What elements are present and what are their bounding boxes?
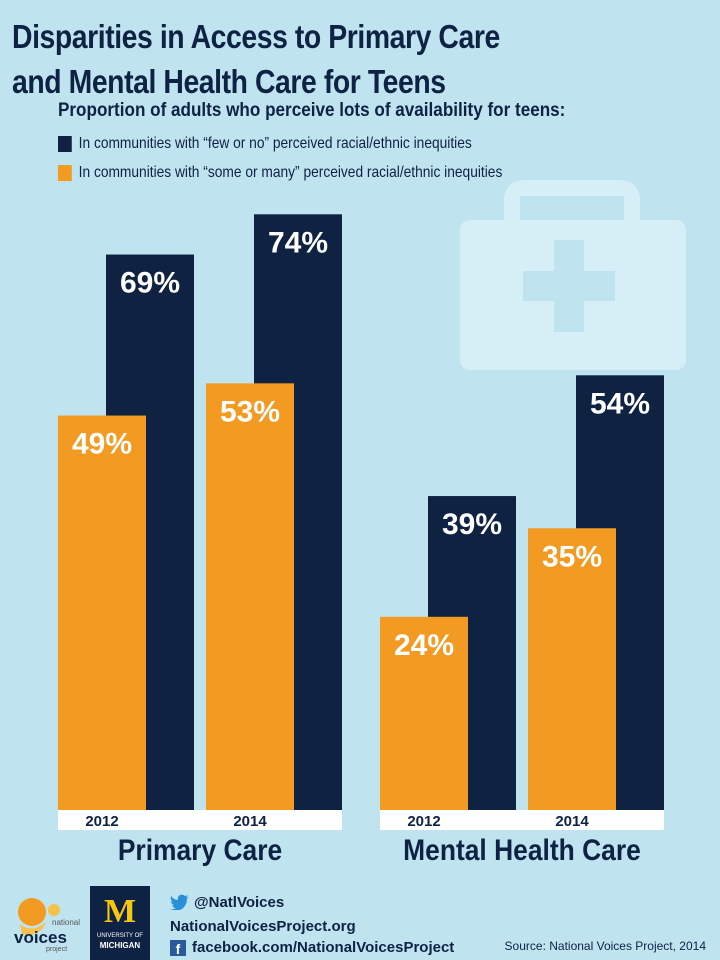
bar-mental-2014-some	[528, 528, 616, 810]
footer: national voices project M UNIVERSITY OF …	[0, 880, 720, 960]
legend-item-some: In communities with “some or many” perce…	[58, 163, 502, 183]
facebook-url: facebook.com/NationalVoicesProject	[192, 939, 455, 956]
chart-subtitle: Proportion of adults who perceive lots o…	[58, 100, 566, 121]
bar-mental-2012-some	[380, 616, 468, 810]
kit-cross-horizontal	[523, 271, 615, 301]
first-aid-kit-icon	[460, 180, 686, 370]
facebook-icon: f	[170, 940, 186, 957]
national-voices-logo-icon	[18, 898, 60, 935]
tick-label-primary-2014: 2014	[233, 813, 267, 830]
legend-label-few: In communities with “few or no” perceive…	[78, 135, 472, 152]
axis-strip-mental	[380, 810, 664, 830]
data-label-primary-2012-some: 49%	[72, 428, 132, 461]
bar-primary-2012-some	[58, 415, 146, 810]
chart-title: Disparities in Access to Primary Care an…	[12, 14, 605, 104]
kit-handle	[504, 180, 640, 220]
data-label-primary-2012-few: 69%	[120, 267, 180, 300]
bars-layer: 69% 49% 74% 53% 39% 24% 54% 35%	[58, 214, 664, 811]
chart-title-line1: Disparities in Access to Primary Care	[12, 18, 500, 55]
bar-primary-2014-some	[206, 383, 294, 810]
legend-swatch-orange	[58, 165, 72, 181]
um-top-text: UNIVERSITY OF	[97, 933, 143, 939]
logo-small-top: national	[52, 918, 81, 927]
logo-word: voices	[14, 928, 67, 947]
facebook-line[interactable]: f facebook.com/NationalVoicesProject	[170, 939, 455, 957]
national-voices-logo: national voices project	[10, 894, 80, 954]
legend-swatch-navy	[58, 136, 72, 152]
university-of-michigan-logo: M UNIVERSITY OF MICHIGAN	[90, 886, 150, 960]
data-label-mental-2012-some: 24%	[394, 629, 454, 662]
group-label-mental: Mental Health Care	[403, 832, 641, 866]
tick-label-primary-2012: 2012	[85, 813, 118, 830]
chart-title-line2: and Mental Health Care for Teens	[12, 63, 446, 100]
data-label-mental-2014-some: 35%	[542, 540, 602, 573]
um-bottom-text: MICHIGAN	[99, 941, 141, 950]
data-label-primary-2014-some: 53%	[220, 395, 280, 428]
legend-label-some: In communities with “some or many” perce…	[78, 164, 503, 181]
source-note: Source: National Voices Project, 2014	[504, 939, 706, 953]
website-link[interactable]: NationalVoicesProject.org	[170, 918, 356, 935]
twitter-line[interactable]: @NatlVoices	[170, 894, 284, 911]
data-label-primary-2014-few: 74%	[268, 226, 328, 259]
axis-strip-primary	[58, 810, 342, 830]
um-block-m: M	[103, 893, 137, 930]
tick-label-mental-2014: 2014	[555, 813, 589, 830]
tick-label-mental-2012: 2012	[407, 813, 440, 830]
data-label-mental-2014-few: 54%	[590, 387, 650, 420]
bar-chart: 69% 49% 74% 53% 39% 24% 54% 35% 2012 2014 Primary…	[58, 180, 686, 866]
group-label-primary: Primary Care	[118, 832, 282, 866]
logo-small-bottom: project	[46, 946, 68, 953]
data-label-mental-2012-few: 39%	[442, 508, 502, 541]
twitter-handle: @NatlVoices	[194, 894, 285, 911]
legend-item-few: In communities with “few or no” perceive…	[58, 134, 472, 154]
twitter-bird-icon	[170, 894, 189, 911]
